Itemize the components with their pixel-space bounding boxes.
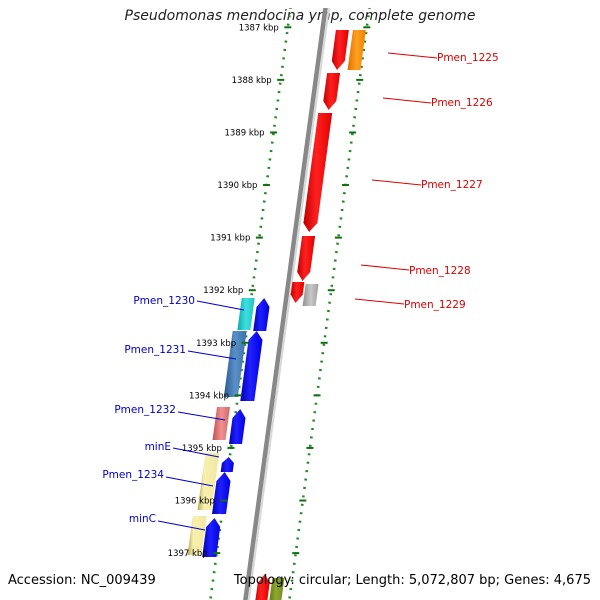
- leader-pmen_1228: [360, 264, 410, 271]
- ruler-tick-1395-label: 1395 kbp: [182, 444, 222, 454]
- gene-label-pmen_1226: Pmen_1226: [431, 97, 493, 109]
- gene-pmen-1227: [303, 113, 333, 232]
- ruler-tick-1388-label: 1388 kbp: [232, 76, 272, 86]
- gene-pmen-1225-category: [347, 30, 366, 70]
- gene-features: [187, 0, 366, 600]
- gene-labels: Pmen_1225 Pmen_1226 Pmen_1227 Pmen_1228 Pmen…: [102, 52, 499, 531]
- gene-label-pmen_1232: Pmen_1232: [114, 404, 176, 416]
- leader-minc: [157, 520, 206, 531]
- leader-mine: [172, 447, 220, 458]
- gene-minc-category: [187, 516, 207, 555]
- ruler-tick-1387-label: 1387 kbp: [239, 23, 279, 33]
- gene-mine: [220, 457, 234, 472]
- gene-pmen-1231: [240, 331, 263, 401]
- ruler-ticks: 1387 kbp 1388 kbp 1389 kbp 1390 kbp 1391 kbp…: [168, 23, 371, 559]
- gene-pmen-1234-category: [197, 453, 220, 510]
- ruler-tick-1394-label: 1394 kbp: [189, 391, 229, 401]
- gene-pmen-1230: [253, 298, 270, 331]
- gene-pmen-1230-category: [237, 298, 255, 330]
- gene-pmen-1232: [229, 409, 246, 444]
- summary-text: Topology: circular; Length: 5,072,807 bp…: [233, 573, 591, 588]
- leader-pmen_1229: [354, 298, 405, 305]
- leader-pmen_1225: [387, 52, 438, 59]
- ruler-tick-1396-label: 1396 kbp: [175, 497, 215, 507]
- leader-pmen_1230: [196, 300, 245, 311]
- leader-pmen_1234: [165, 476, 214, 487]
- ruler-tick-1397-label: 1397 kbp: [168, 549, 208, 559]
- gene-label-pmen_1227: Pmen_1227: [421, 179, 483, 191]
- ruler-tick-1389-label: 1389 kbp: [225, 128, 265, 138]
- gene-pmen-1229-strand: [290, 282, 305, 303]
- ruler-tick-1392-label: 1392 kbp: [203, 286, 243, 296]
- accession-text: Accession: NC_009439: [8, 573, 156, 588]
- gene-pmen-1234: [212, 472, 231, 514]
- gene-pmen-1225: [331, 30, 349, 70]
- leader-pmen_1231: [187, 350, 237, 360]
- leader-pmen_1227: [371, 179, 422, 186]
- backbone-highlight: [247, 0, 332, 600]
- gene-label-mine: minE: [145, 441, 171, 453]
- gene-label-pmen_1229: Pmen_1229: [404, 299, 466, 311]
- leader-pmen_1226: [382, 97, 432, 104]
- gene-pmen-1232-category: [212, 407, 230, 440]
- gene-label-pmen_1230: Pmen_1230: [133, 295, 195, 307]
- gene-label-minc: minC: [129, 513, 156, 525]
- gene-minc: [202, 518, 221, 557]
- gene-pmen-1229: [302, 284, 319, 306]
- gene-pmen-1228: [297, 236, 316, 281]
- genome-backbone: [243, 0, 332, 600]
- gene-pmen-1231-category: [223, 331, 247, 397]
- gene-bottom-reverse: [255, 574, 270, 600]
- backbone-line: [243, 0, 329, 600]
- gene-label-pmen_1234: Pmen_1234: [102, 469, 164, 481]
- gene-pmen-1226: [323, 73, 341, 110]
- gene-label-pmen_1231: Pmen_1231: [124, 344, 186, 356]
- gene-bottom-category: [269, 578, 285, 600]
- gene-label-pmen_1228: Pmen_1228: [409, 265, 471, 277]
- ruler-tick-1393-label: 1393 kbp: [196, 339, 236, 349]
- gene-label-pmen_1225: Pmen_1225: [437, 52, 499, 64]
- ruler-tick-1390-label: 1390 kbp: [217, 181, 257, 191]
- genome-title: Pseudomonas mendocina ymp, complete geno…: [124, 8, 476, 24]
- leader-pmen_1232: [177, 411, 226, 421]
- ruler-tick-1391-label: 1391 kbp: [210, 234, 250, 244]
